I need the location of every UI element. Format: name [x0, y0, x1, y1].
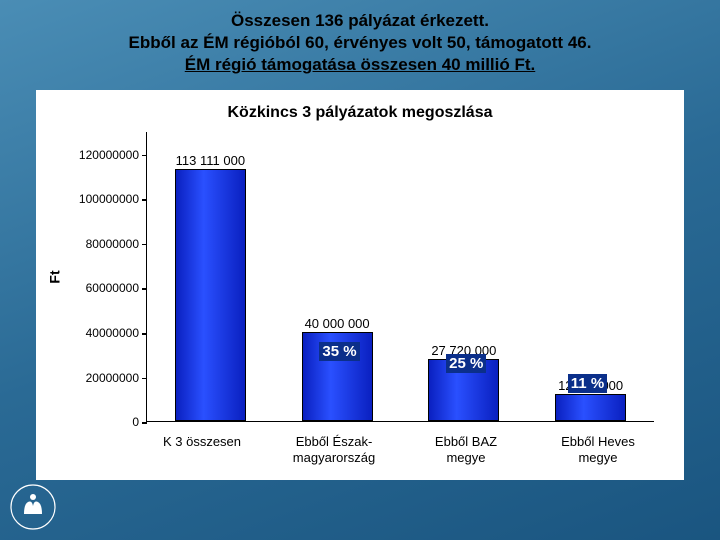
header-line-3: ÉM régió támogatása összesen 40 millió F… — [20, 54, 700, 76]
bar-value-label: 113 111 000 — [176, 153, 245, 168]
x-tick-label: Ebből Hevesmegye — [535, 434, 660, 465]
percentage-overlay: 25 % — [446, 354, 486, 373]
bar: 12 280 000 — [555, 394, 626, 421]
y-tick-label: 0 — [57, 415, 139, 429]
page-header: Összesen 136 pályázat érkezett. Ebből az… — [0, 0, 720, 82]
y-tick-label: 20000000 — [57, 371, 139, 385]
bar: 113 111 000 — [175, 169, 246, 421]
x-tick-label: Ebből BAZmegye — [403, 434, 528, 465]
y-tick-label: 100000000 — [57, 192, 139, 206]
plot-area: 0200000004000000060000000800000001000000… — [146, 132, 654, 422]
plot-wrap: Ft 0200000004000000060000000800000001000… — [46, 132, 674, 422]
y-tick-mark — [142, 378, 147, 380]
chart-title: Közkincs 3 pályázatok megoszlása — [46, 104, 674, 122]
y-tick-label: 40000000 — [57, 326, 139, 340]
y-tick-mark — [142, 288, 147, 290]
y-tick-mark — [142, 199, 147, 201]
y-tick-mark — [142, 155, 147, 157]
chart-container: Közkincs 3 pályázatok megoszlása Ft 0200… — [36, 90, 684, 480]
y-tick-label: 120000000 — [57, 148, 139, 162]
y-tick-mark — [142, 422, 147, 424]
y-tick-label: 80000000 — [57, 237, 139, 251]
y-tick-mark — [142, 244, 147, 246]
header-line-2: Ebből az ÉM régióból 60, érvényes volt 5… — [20, 32, 700, 54]
x-axis-labels: K 3 összesenEbből Észak-magyarországEbbő… — [136, 434, 664, 478]
y-tick-label: 60000000 — [57, 281, 139, 295]
bar-value-label: 40 000 000 — [305, 316, 370, 331]
x-tick-label: K 3 összesen — [139, 434, 264, 450]
percentage-overlay: 35 % — [319, 342, 359, 361]
header-line-1: Összesen 136 pályázat érkezett. — [20, 10, 700, 32]
mm-intezet-logo-icon — [10, 484, 56, 530]
y-tick-mark — [142, 333, 147, 335]
x-tick-label: Ebből Észak-magyarország — [271, 434, 396, 465]
percentage-overlay: 11 % — [568, 374, 607, 393]
